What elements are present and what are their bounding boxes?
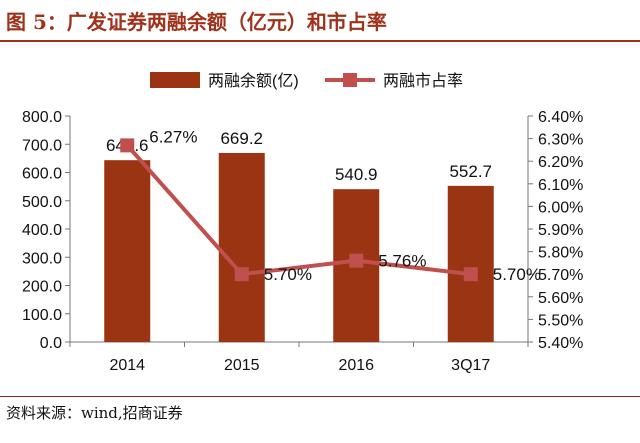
bar-data-label: 669.2 <box>220 129 263 148</box>
figure-title: 图 5：广发证券两融余额（亿元）和市占率 <box>6 10 387 34</box>
left-tick-label: 200.0 <box>22 279 62 296</box>
right-tick-label: 5.80% <box>538 245 583 262</box>
right-tick-label: 6.20% <box>538 154 583 171</box>
x-tick-label: 3Q17 <box>451 357 490 374</box>
bar <box>104 160 151 342</box>
right-tick-label: 6.10% <box>538 177 583 194</box>
share-data-label: 5.70% <box>264 265 312 284</box>
left-tick-label: 300.0 <box>22 250 62 267</box>
x-tick-label: 2016 <box>338 357 374 374</box>
share-point <box>463 267 478 282</box>
left-tick-label: 800.0 <box>22 109 62 126</box>
left-tick-label: 400.0 <box>22 222 62 239</box>
x-tick-label: 2015 <box>224 357 260 374</box>
left-tick-label: 700.0 <box>22 137 62 154</box>
left-tick-label: 500.0 <box>22 194 62 211</box>
x-tick-label: 2014 <box>109 357 145 374</box>
share-data-label: 5.76% <box>378 252 426 271</box>
share-data-label: 6.27% <box>149 127 197 146</box>
share-point <box>234 267 249 282</box>
right-tick-label: 6.30% <box>538 132 583 149</box>
right-tick-label: 5.90% <box>538 222 583 239</box>
share-data-label: 5.70% <box>493 265 541 284</box>
left-tick-label: 0.0 <box>40 335 62 352</box>
legend-bar-swatch <box>150 72 200 88</box>
legend-bar-label: 两融余额(亿) <box>208 71 299 90</box>
share-point <box>349 253 364 268</box>
left-tick-label: 100.0 <box>22 307 62 324</box>
bar <box>447 185 494 342</box>
share-line <box>125 144 471 277</box>
share-point <box>120 138 135 153</box>
title-divider <box>0 40 640 42</box>
source-note: 资料来源：wind,招商证券 <box>6 404 183 422</box>
bar-data-label: 552.7 <box>449 162 492 181</box>
right-tick-label: 6.00% <box>538 199 583 216</box>
right-tick-label: 5.70% <box>538 267 583 284</box>
right-tick-label: 5.40% <box>538 335 583 352</box>
right-tick-label: 5.50% <box>538 312 583 329</box>
bar <box>218 152 265 342</box>
right-tick-label: 6.40% <box>538 109 583 126</box>
left-tick-label: 600.0 <box>22 166 62 183</box>
right-tick-label: 5.60% <box>538 290 583 307</box>
bar-data-label: 540.9 <box>335 165 378 184</box>
legend-line-marker <box>343 73 357 87</box>
legend-line-label: 两融市占率 <box>383 72 463 90</box>
footer-divider <box>0 396 640 397</box>
